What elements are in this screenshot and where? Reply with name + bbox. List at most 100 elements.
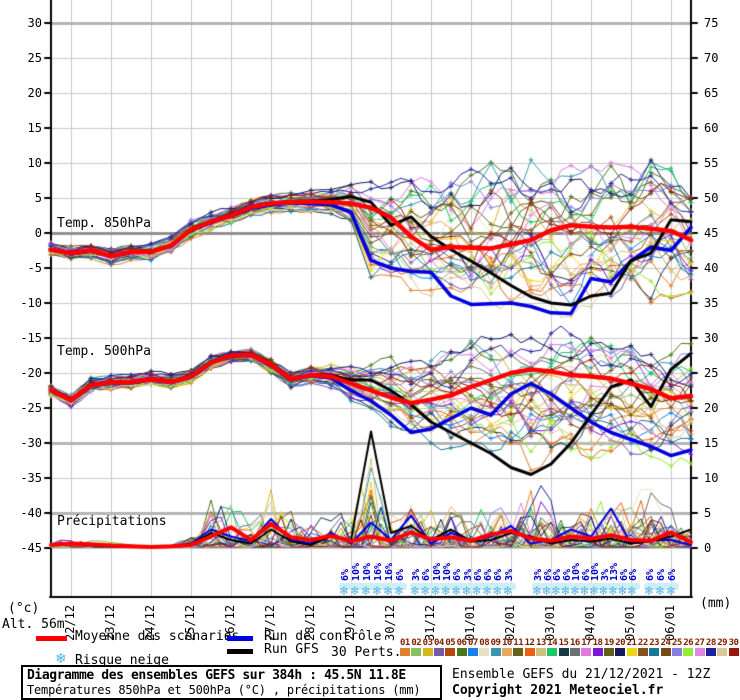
- pert-swatch: [626, 648, 637, 656]
- snowflake-icon: ❄: [644, 584, 655, 598]
- pert-number: 06: [456, 638, 467, 648]
- pert-swatch: [694, 648, 705, 656]
- snowflake-icon: ❄: [350, 584, 361, 598]
- panel-label-t500: Temp. 500hPa: [57, 344, 151, 359]
- snow-risk-strip: [339, 583, 407, 590]
- y-axis-tick-label-right: 65: [704, 86, 719, 100]
- snowflake-icon: ❄: [608, 584, 619, 598]
- snowflake-icon: ❄: [560, 584, 571, 598]
- snowflake-icon: ❄: [410, 584, 421, 598]
- pert-swatch: [524, 648, 535, 656]
- snowflake-icon: ❄: [394, 584, 405, 598]
- y-axis-tick-label-left: -10: [20, 296, 42, 310]
- run-info-label: Ensemble GEFS du 21/12/2021 - 12Z: [452, 667, 711, 682]
- legend-control-label: Run de contrôle: [264, 629, 382, 644]
- y-axis-tick-label-left: 15: [27, 121, 42, 135]
- y-axis-tick-label-left: 30: [27, 16, 42, 30]
- snowflake-icon: ❄: [666, 584, 677, 598]
- snowflake-icon: ❄: [430, 584, 441, 598]
- snowflake-icon: ❄: [451, 584, 462, 598]
- pert-swatch: [558, 648, 569, 656]
- pert-number: 24: [660, 638, 671, 648]
- legend-snow-label: Risque neige: [75, 653, 169, 668]
- pert-swatch: [683, 648, 694, 656]
- pert-swatch: [467, 648, 478, 656]
- pert-number: 10: [501, 638, 512, 648]
- y-axis-tick-label-right: 0: [704, 541, 712, 555]
- pert-number: 04: [433, 638, 444, 648]
- snow-percent-label: 6%: [667, 568, 678, 581]
- y-axis-tick-label-right: 45: [704, 226, 719, 240]
- pert-number: 20: [615, 638, 626, 648]
- snow-percent-label: 6%: [628, 568, 639, 581]
- panel-label-precip: Précipitations: [57, 514, 167, 529]
- panel-label-t850: Temp. 850hPa: [57, 216, 151, 231]
- snowflake-icon: ❄: [482, 584, 493, 598]
- snow-percent-label: 6%: [340, 568, 351, 581]
- pert-swatch: [547, 648, 558, 656]
- pert-number: 07: [467, 638, 478, 648]
- mean-line-swatch: [36, 636, 67, 641]
- snowflake-icon: ❄: [655, 584, 666, 598]
- snowflake-icon: ❄: [598, 584, 609, 598]
- date-label: 05/01: [623, 604, 637, 641]
- snow-percent-label: 6%: [645, 568, 656, 581]
- snowflake-icon: ❄: [471, 584, 482, 598]
- y-axis-tick-label-left: -40: [20, 506, 42, 520]
- pert-number: 03: [422, 638, 433, 648]
- snow-percent-label: 10%: [362, 562, 373, 581]
- pert-swatch: [615, 648, 626, 656]
- control-line-swatch: [227, 636, 253, 641]
- y-axis-tick-label-right: 50: [704, 191, 719, 205]
- legend-mean-label: Moyenne des scénarios: [75, 629, 240, 644]
- diagram-title-box: Diagramme des ensembles GEFS sur 384h : …: [21, 665, 442, 700]
- snow-percent-label: 6%: [656, 568, 667, 581]
- snowflake-icon: ❄: [627, 584, 638, 598]
- y-axis-tick-label-right: 70: [704, 51, 719, 65]
- snow-percent-label: 6%: [395, 568, 406, 581]
- pert-swatch: [400, 648, 410, 656]
- pert-number: 19: [603, 638, 614, 648]
- snow-risk-strip: [532, 583, 640, 590]
- legend-perts-label: 30 Perts.: [331, 645, 402, 660]
- snowflake-icon: ❄: [361, 584, 372, 598]
- snowflake-icon: ❄: [579, 584, 590, 598]
- snowflake-icon: ❄: [55, 651, 67, 667]
- pert-number: 25: [671, 638, 682, 648]
- y-axis-tick-label-left: -45: [20, 541, 42, 555]
- y-axis-tick-label-left: 10: [27, 156, 42, 170]
- y-axis-tick-label-right: 75: [704, 16, 719, 30]
- pert-swatch: [501, 648, 512, 656]
- pert-swatch: [637, 648, 648, 656]
- pert-swatch: [513, 648, 524, 656]
- snowflake-icon: ❄: [541, 584, 552, 598]
- pert-swatch: [671, 648, 682, 656]
- pert-number: 02: [411, 638, 422, 648]
- y-axis-tick-label-left: 20: [27, 86, 42, 100]
- snowflake-icon: ❄: [532, 584, 543, 598]
- pert-swatch: [603, 648, 614, 656]
- axis-left-unit-label: (°c): [8, 601, 40, 616]
- pert-swatch: [456, 648, 467, 656]
- y-axis-tick-label-right: 40: [704, 261, 719, 275]
- date-label: 03/01: [543, 604, 557, 641]
- y-axis-tick-label-left: -35: [20, 471, 42, 485]
- y-axis-tick-label-left: -25: [20, 401, 42, 415]
- copyright-label: Copyright 2021 Meteociel.fr: [452, 683, 664, 698]
- pert-number: 01: [400, 638, 410, 648]
- date-label: 31/12: [423, 604, 437, 641]
- pert-number: 30: [728, 638, 739, 648]
- pert-number: 15: [558, 638, 569, 648]
- y-axis-tick-label-left: 0: [34, 226, 42, 240]
- axis-right-unit-label: (mm): [700, 596, 732, 611]
- pert-number: 27: [694, 638, 705, 648]
- pert-number: 08: [479, 638, 490, 648]
- snow-risk-strip: [410, 583, 516, 590]
- diagram-title: Diagramme des ensembles GEFS sur 384h : …: [27, 668, 406, 683]
- date-label: 01/01: [463, 604, 477, 641]
- pert-swatch: [422, 648, 433, 656]
- pert-swatch: [660, 648, 671, 656]
- snow-percent-label: 6%: [493, 568, 505, 581]
- pert-number: 17: [581, 638, 592, 648]
